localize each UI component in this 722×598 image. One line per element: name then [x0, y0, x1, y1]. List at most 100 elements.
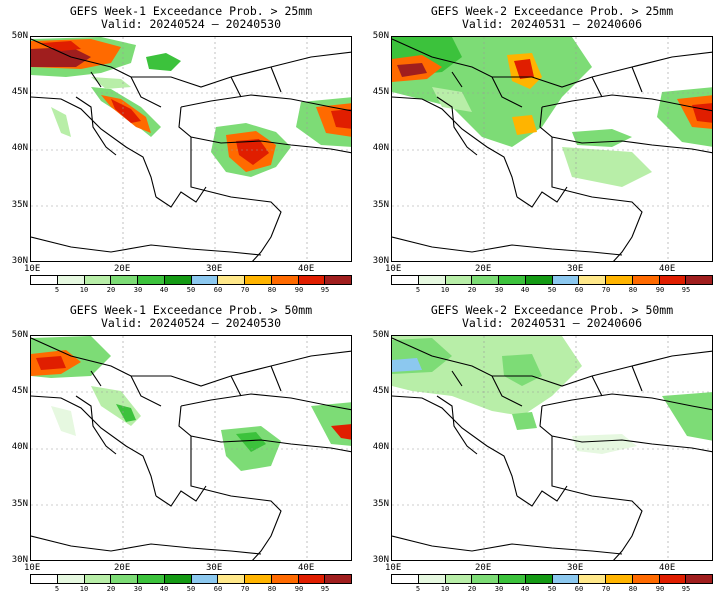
colorbar-swatch: [686, 276, 712, 284]
colorbar-label: 20: [106, 286, 116, 294]
colorbar-label: 10: [79, 585, 89, 593]
lat-label-35n: 35N: [372, 499, 389, 509]
colorbar-swatch: [552, 575, 580, 583]
grid-lines: [392, 336, 712, 560]
colorbar-swatch: [245, 276, 272, 284]
lat-label-35n: 35N: [11, 499, 28, 509]
colorbar-swatch: [325, 276, 351, 284]
lon-label-40e: 40E: [659, 563, 676, 573]
lon-label-30e: 30E: [567, 563, 584, 573]
lon-label-10e: 10E: [385, 563, 402, 573]
probability-map: [30, 36, 352, 262]
colorbar-label: 30: [133, 585, 143, 593]
colorbar-label: 50: [547, 585, 557, 593]
lat-label-30n: 30N: [372, 256, 389, 266]
panel-week1-50mm: GEFS Week-1 Exceedance Prob. > 50mm Vali…: [0, 299, 361, 598]
lat-label-45n: 45N: [372, 386, 389, 396]
colorbar-swatch: [31, 276, 58, 284]
colorbar-label: 30: [133, 286, 143, 294]
colorbar-swatch: [138, 276, 165, 284]
colorbar-swatch: [84, 575, 112, 583]
lat-label-45n: 45N: [372, 87, 389, 97]
colorbar-label: 5: [54, 585, 60, 593]
colorbar-swatch: [57, 276, 85, 284]
colorbar-label: 95: [681, 585, 691, 593]
colorbar-label: 80: [628, 585, 638, 593]
probability-map: [391, 335, 713, 561]
probability-shading: [392, 37, 712, 187]
lat-label-45n: 45N: [11, 386, 28, 396]
colorbar-swatch: [445, 276, 473, 284]
colorbar-label: 5: [415, 585, 421, 593]
grid-lines: [392, 37, 712, 261]
colorbar-swatch: [325, 575, 351, 583]
colorbar-swatch: [392, 575, 419, 583]
panel-valid-dates: Valid: 20240531 — 20240606: [461, 17, 642, 31]
lat-label-30n: 30N: [11, 555, 28, 565]
colorbar-swatch: [686, 575, 712, 583]
colorbar-label: 90: [655, 585, 665, 593]
probability-shading: [31, 37, 351, 177]
colorbar-swatch: [418, 575, 446, 583]
colorbar-label: 90: [655, 286, 665, 294]
panel-title: GEFS Week-1 Exceedance Prob. > 50mm: [69, 303, 313, 317]
panel-week1-25mm: GEFS Week-1 Exceedance Prob. > 25mm Vali…: [0, 0, 361, 299]
colorbar-label: 10: [79, 286, 89, 294]
lon-label-40e: 40E: [659, 264, 676, 274]
colorbar-swatch: [298, 575, 326, 583]
colorbar-label: 70: [240, 585, 250, 593]
panel-week2-50mm: GEFS Week-2 Exceedance Prob. > 50mm Vali…: [361, 299, 722, 598]
lat-label-50n: 50N: [11, 31, 28, 41]
colorbar-label: 5: [54, 286, 60, 294]
grid-lines: [31, 37, 351, 261]
lon-label-20e: 20E: [475, 563, 492, 573]
lon-label-30e: 30E: [206, 264, 223, 274]
colorbar-swatch: [632, 575, 660, 583]
panel-valid-dates: Valid: 20240524 — 20240530: [100, 316, 281, 330]
colorbar-swatch: [298, 276, 326, 284]
colorbar-swatch: [191, 575, 219, 583]
colorbar-label: 95: [320, 585, 330, 593]
colorbar-label: 20: [106, 585, 116, 593]
panel-title: GEFS Week-1 Exceedance Prob. > 25mm: [69, 4, 313, 18]
colorbar-swatch: [445, 575, 473, 583]
colorbar-swatch: [57, 575, 85, 583]
lat-label-50n: 50N: [11, 330, 28, 340]
colorbar: [30, 574, 352, 584]
colorbar-swatch: [111, 276, 138, 284]
lat-label-40n: 40N: [11, 442, 28, 452]
lat-label-35n: 35N: [11, 200, 28, 210]
colorbar-label: 40: [159, 585, 169, 593]
colorbar-swatch: [552, 276, 580, 284]
colorbar: [30, 275, 352, 285]
colorbar-swatch: [632, 276, 660, 284]
panel-week2-25mm: GEFS Week-2 Exceedance Prob. > 25mm Vali…: [361, 0, 722, 299]
lon-label-40e: 40E: [298, 264, 315, 274]
colorbar-label: 80: [267, 585, 277, 593]
colorbar-swatch: [164, 276, 192, 284]
colorbar-swatch: [31, 575, 58, 583]
colorbar-swatch: [472, 276, 499, 284]
lat-label-50n: 50N: [372, 31, 389, 41]
probability-map: [30, 335, 352, 561]
colorbar-label: 95: [320, 286, 330, 294]
lat-label-50n: 50N: [372, 330, 389, 340]
colorbar-label: 80: [267, 286, 277, 294]
colorbar-label: 30: [494, 286, 504, 294]
colorbar-label: 60: [213, 585, 223, 593]
colorbar-swatch: [271, 276, 299, 284]
colorbar-swatch: [218, 276, 245, 284]
lon-label-30e: 30E: [567, 264, 584, 274]
grid-lines: [31, 336, 351, 560]
coastlines: [31, 337, 351, 560]
colorbar-label: 90: [294, 286, 304, 294]
lat-label-45n: 45N: [11, 87, 28, 97]
lon-label-20e: 20E: [114, 264, 131, 274]
colorbar-label: 80: [628, 286, 638, 294]
colorbar-swatch: [472, 575, 499, 583]
coastlines: [31, 38, 351, 261]
colorbar-swatch: [659, 276, 687, 284]
lon-label-20e: 20E: [114, 563, 131, 573]
colorbar-swatch: [525, 276, 553, 284]
colorbar-swatch: [659, 575, 687, 583]
